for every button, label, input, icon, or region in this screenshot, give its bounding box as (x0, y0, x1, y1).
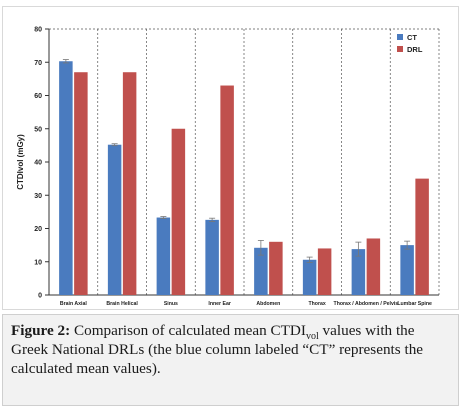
y-tick-label: 70 (34, 60, 42, 67)
bar-ct (59, 61, 73, 295)
bar-chart: 0 10 20 30 40 50 60 70 80 CTDIvol (mGy) Brain Axia… (16, 27, 440, 307)
x-tick-label: Inner Ear (208, 301, 231, 307)
x-tick-label: Lumbar Spine (397, 301, 432, 307)
bar-ct (156, 217, 171, 295)
y-tick-label: 50 (34, 126, 42, 133)
chart-panel: 0 10 20 30 40 50 60 70 80 CTDIvol (mGy) Brain Axia… (2, 6, 459, 310)
y-tick-label: 60 (34, 93, 42, 100)
y-axis-label: CTDIvol (mGy) (16, 134, 25, 190)
bar-ct (400, 245, 414, 295)
bar-drl (122, 72, 137, 295)
y-tick-label: 10 (34, 259, 42, 266)
bar-ct (302, 259, 317, 295)
figure-caption: Figure 2: Comparison of calculated mean … (2, 314, 459, 406)
bar-drl (171, 128, 186, 295)
x-tick-label: Thorax / Abdomen / Pelvis (334, 301, 399, 307)
y-tick-label: 20 (34, 226, 42, 233)
caption-text-part1: Comparison of calculated mean CTDI (74, 322, 306, 339)
x-tick-label: Thorax (308, 301, 325, 307)
bar-ct (205, 219, 219, 295)
legend-swatch-ct (397, 34, 403, 40)
bar-ct (254, 247, 268, 295)
caption-subscript: vol (305, 331, 319, 343)
bar-drl (74, 72, 88, 295)
x-tick-label: Sinus (164, 301, 178, 307)
legend-label-drl: DRL (407, 45, 423, 54)
bar-ct (351, 249, 366, 295)
y-tick-label: 40 (34, 160, 42, 167)
x-tick-label: Abdomen (256, 301, 280, 307)
y-tick-label: 0 (38, 293, 42, 300)
y-tick-label: 30 (34, 193, 42, 200)
bar-drl (317, 248, 332, 295)
caption-label: Figure 2: (11, 322, 71, 339)
bar-drl (269, 241, 283, 295)
x-tick-label: Brain Helical (106, 301, 138, 307)
y-tick-label: 80 (34, 27, 42, 34)
bar-drl (415, 178, 429, 295)
bar-drl (366, 238, 381, 295)
x-tick-label: Brain Axial (60, 301, 87, 307)
legend-swatch-drl (397, 46, 403, 52)
bar-drl (220, 85, 234, 296)
bar-ct (107, 144, 122, 295)
legend-label-ct: CT (407, 33, 417, 42)
caption-text-part2: values with the Greek National DRLs (the… (11, 322, 424, 377)
